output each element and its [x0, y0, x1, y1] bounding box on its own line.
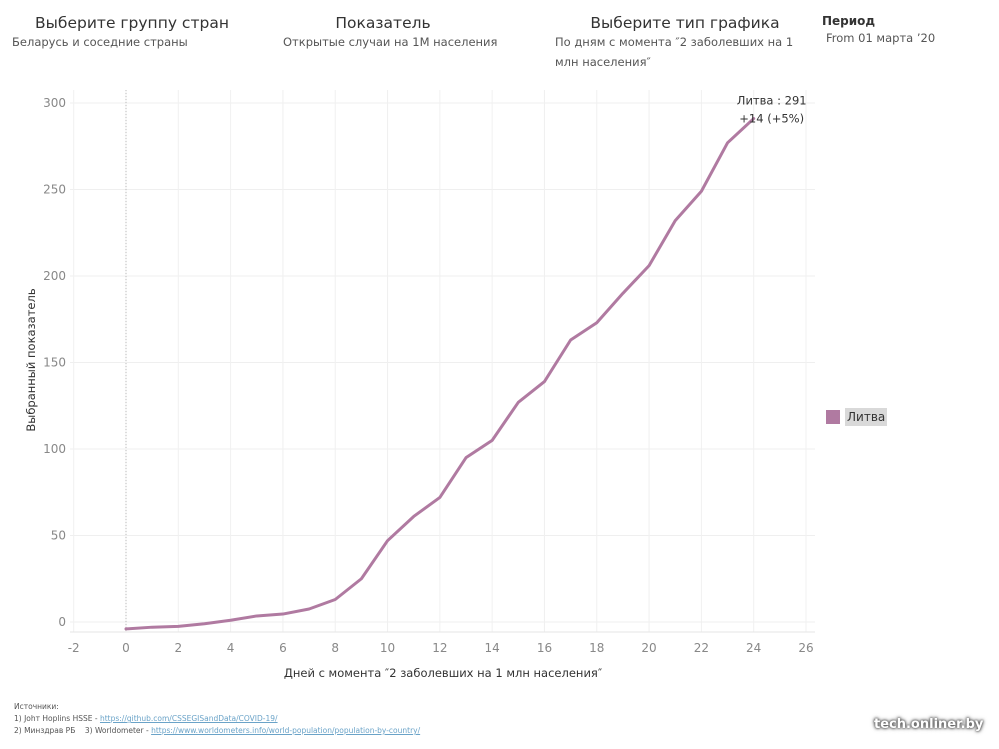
x-tick-label: 14 [485, 641, 500, 655]
source-line-1: 1) Johт Hoplins HSSE - https://github.co… [14, 713, 420, 725]
y-tick-label: 250 [43, 183, 66, 197]
source-line-2: 2) Минздрав РБ 3) Worldometer - https://… [14, 725, 420, 737]
legend-swatch[interactable] [826, 410, 840, 424]
grid [70, 90, 815, 633]
x-tick-label: 8 [331, 641, 339, 655]
source-2-text: 2) Минздрав РБ 3) Worldometer - [14, 726, 152, 735]
period-value[interactable]: From 01 марта ’20 [826, 31, 936, 45]
x-tick-label: 4 [227, 641, 235, 655]
y-tick-label: 100 [43, 442, 66, 456]
indicator-filter[interactable]: Показатель Открытые случаи на 1М населен… [283, 14, 523, 52]
chart-type-title: Выберите тип графика [590, 14, 780, 32]
series-group [124, 117, 756, 631]
y-tick-label: 200 [43, 269, 66, 283]
annotation-change: +14 (+5%) [739, 112, 804, 126]
indicator-title: Показатель [335, 14, 431, 32]
x-tick-label: 22 [694, 641, 709, 655]
legend-label[interactable]: Литва [845, 408, 888, 426]
chart-type-value[interactable]: По дням с момента ″2 заболевших на 1 млн… [555, 35, 794, 69]
x-tick-label: 18 [589, 641, 604, 655]
x-tick-label: 12 [432, 641, 447, 655]
x-tick-label: 16 [537, 641, 552, 655]
x-axis: -2 0 2 4 6 8 10 12 14 16 18 20 22 24 26 [68, 641, 814, 655]
country-group-filter[interactable]: Выберите группу стран Беларусь и соседни… [12, 14, 252, 52]
watermark: tech.onliner.by [874, 717, 984, 732]
y-axis-title: Выбранный показатель [24, 288, 38, 431]
x-tick-label: -2 [68, 641, 80, 655]
x-tick-label: 2 [174, 641, 182, 655]
indicator-value[interactable]: Открытые случаи на 1М населения [283, 35, 498, 49]
country-group-title: Выберите группу стран [35, 14, 229, 32]
series-line-litva [124, 117, 756, 631]
y-tick-label: 50 [51, 529, 66, 543]
source-1-text: 1) Johт Hoplins HSSE - [14, 714, 100, 723]
x-tick-label: 6 [279, 641, 287, 655]
chart-type-filter[interactable]: Выберите тип графика По дням с момента ″… [555, 14, 815, 72]
period-title: Период [822, 14, 876, 28]
legend: Литва [826, 408, 888, 426]
x-tick-label: 20 [641, 641, 656, 655]
x-tick-label: 10 [380, 641, 395, 655]
y-tick-label: 150 [43, 356, 66, 370]
period-filter[interactable]: Период From 01 марта ’20 [822, 14, 992, 48]
sources-heading: Источники: [14, 702, 59, 711]
x-axis-title: Дней с момента ″2 заболевших на 1 млн на… [284, 666, 603, 680]
x-tick-label: 24 [746, 641, 761, 655]
y-tick-label: 0 [58, 615, 66, 629]
y-tick-label: 300 [43, 96, 66, 110]
y-axis: 0 50 100 150 200 250 300 [43, 96, 66, 629]
country-group-value[interactable]: Беларусь и соседние страны [12, 35, 188, 49]
source-2-link[interactable]: https://www.worldometers.info/world-popu… [151, 726, 421, 735]
sources: Источники: 1) Johт Hoplins HSSE - https:… [14, 701, 420, 737]
source-1-link[interactable]: https://github.com/CSSEGISandData/COVID-… [99, 714, 278, 723]
x-tick-label: 26 [798, 641, 813, 655]
annotation-label: Литва : 291 [737, 94, 807, 108]
x-tick-label: 0 [122, 641, 130, 655]
